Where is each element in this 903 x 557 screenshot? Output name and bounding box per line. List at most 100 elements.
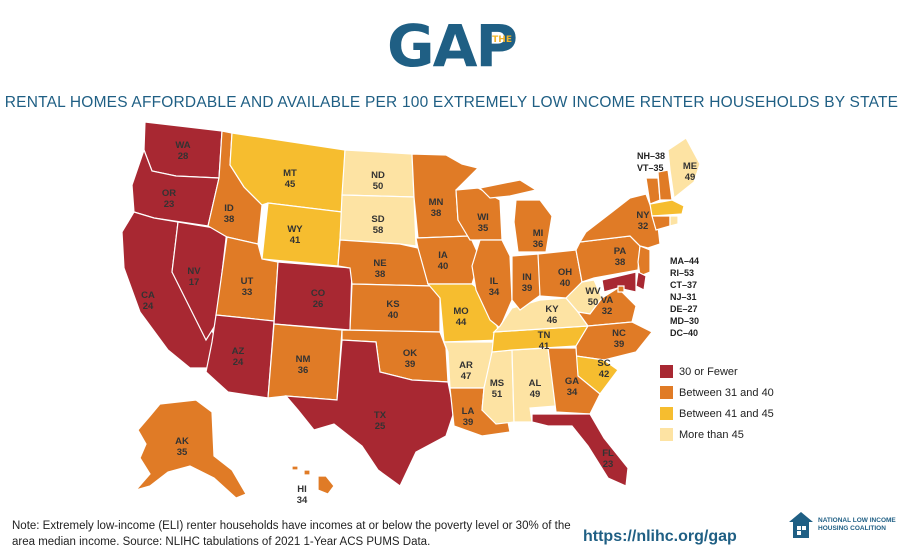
note-nh: NH–38 xyxy=(637,151,666,161)
state-code-OH: OH xyxy=(558,267,572,278)
state-code-OK: OK xyxy=(403,348,417,359)
state-code-LA: LA xyxy=(462,406,475,417)
state-code-NY: NY xyxy=(636,210,650,221)
state-code-UT: UT xyxy=(241,276,254,287)
state-code-ID: ID xyxy=(224,203,234,214)
state-code-IN: IN xyxy=(522,272,532,283)
state-value-CA: 24 xyxy=(143,301,154,312)
state-code-AK: AK xyxy=(175,436,189,447)
nlihc-link[interactable]: https://nlihc.org/gap xyxy=(583,528,737,545)
state-value-AR: 47 xyxy=(461,371,472,382)
state-value-SC: 42 xyxy=(599,369,610,380)
state-code-MN: MN xyxy=(429,197,444,208)
state-code-HI: HI xyxy=(297,484,307,495)
northeast-note: MA–44 RI–53 CT–37 NJ–31 DE–27 MD–30 DC–4… xyxy=(670,255,699,339)
state-value-NY: 32 xyxy=(638,221,649,232)
state-value-OH: 40 xyxy=(560,278,571,289)
state-value-AK: 35 xyxy=(177,447,188,458)
state-CA xyxy=(121,211,223,369)
state-value-WI: 35 xyxy=(478,223,489,234)
state-code-MT: MT xyxy=(283,168,297,179)
state-value-LA: 39 xyxy=(463,417,474,428)
state-code-MS: MS xyxy=(490,378,504,389)
state-code-TX: TX xyxy=(374,410,387,421)
legend-label: Between 41 and 45 xyxy=(679,407,774,420)
state-code-TN: TN xyxy=(538,330,551,341)
state-value-TN: 41 xyxy=(539,341,550,352)
legend-item: More than 45 xyxy=(660,425,774,444)
state-value-NE: 38 xyxy=(375,269,386,280)
state-value-PA: 38 xyxy=(615,257,626,268)
state-value-MS: 51 xyxy=(492,389,503,400)
state-code-NM: NM xyxy=(296,354,311,365)
state-AK xyxy=(134,399,247,499)
state-code-CA: CA xyxy=(141,290,155,301)
state-labels: WA28OR23CA24NV17ID38MT45WY41UT33AZ24CO26… xyxy=(141,140,697,506)
state-NY xyxy=(578,193,661,249)
state-MA xyxy=(649,199,685,217)
state-value-NC: 39 xyxy=(614,339,625,350)
state-code-IA: IA xyxy=(438,250,448,261)
state-value-ID: 38 xyxy=(224,214,235,225)
state-code-VA: VA xyxy=(601,295,614,306)
state-RI xyxy=(669,215,679,227)
note-nj: NJ–31 xyxy=(670,292,697,302)
state-value-UT: 33 xyxy=(242,287,253,298)
legend-item: Between 41 and 45 xyxy=(660,404,774,423)
legend-label: Between 31 and 40 xyxy=(679,386,774,399)
note-dc: DC–40 xyxy=(670,328,699,338)
state-value-ME: 49 xyxy=(685,172,696,183)
state-value-HI: 34 xyxy=(297,495,308,506)
state-code-AZ: AZ xyxy=(232,346,245,357)
nlihc-logo: NATIONAL LOW INCOME HOUSING COALITION xyxy=(788,510,896,540)
state-value-VA: 32 xyxy=(602,306,613,317)
legend-label: More than 45 xyxy=(679,428,744,441)
state-value-KY: 46 xyxy=(547,315,558,326)
state-code-ND: ND xyxy=(371,170,385,181)
note-ma: MA–44 xyxy=(670,256,700,266)
state-NJ xyxy=(637,245,651,277)
logo: GAP THE xyxy=(0,14,903,78)
map-title: RENTAL HOMES AFFORDABLE AND AVAILABLE PE… xyxy=(4,94,899,111)
state-value-TX: 25 xyxy=(375,421,386,432)
state-value-MN: 38 xyxy=(431,208,442,219)
legend-swatch xyxy=(660,407,673,420)
legend-label: 30 or Fewer xyxy=(679,365,738,378)
state-DE xyxy=(635,271,647,291)
note-vt: VT–35 xyxy=(637,163,664,173)
state-ME xyxy=(667,137,701,200)
state-HI xyxy=(291,465,335,495)
state-MD xyxy=(601,271,637,293)
state-MI xyxy=(478,179,553,253)
house-icon xyxy=(789,512,813,538)
state-value-SD: 58 xyxy=(373,225,384,236)
state-value-WY: 41 xyxy=(290,235,301,246)
state-code-GA: GA xyxy=(565,376,579,387)
state-value-AZ: 24 xyxy=(233,357,244,368)
note-md: MD–30 xyxy=(670,316,700,326)
state-SD xyxy=(339,194,417,247)
state-value-GA: 34 xyxy=(567,387,578,398)
state-code-MO: MO xyxy=(453,306,468,317)
state-code-NE: NE xyxy=(373,258,386,269)
state-code-CO: CO xyxy=(311,288,325,299)
nh-vt-note: NH–38 VT–35 xyxy=(637,150,665,174)
state-TX xyxy=(284,339,455,487)
state-code-WY: WY xyxy=(287,224,303,235)
state-code-IL: IL xyxy=(490,276,499,287)
state-code-NC: NC xyxy=(612,328,626,339)
nlihc-name: NATIONAL LOW INCOME HOUSING COALITION xyxy=(818,517,896,532)
note-ri: RI–53 xyxy=(670,268,695,278)
state-value-AL: 49 xyxy=(530,389,541,400)
state-value-MO: 44 xyxy=(456,317,467,328)
state-value-WV: 50 xyxy=(588,297,599,308)
note-ct: CT–37 xyxy=(670,280,698,290)
legend: 30 or Fewer Between 31 and 40 Between 41… xyxy=(660,362,774,446)
legend-swatch xyxy=(660,428,673,441)
state-code-KS: KS xyxy=(386,299,399,310)
state-GA xyxy=(547,347,601,415)
state-value-MT: 45 xyxy=(285,179,296,190)
state-code-SC: SC xyxy=(597,358,610,369)
state-code-KY: KY xyxy=(545,304,559,315)
